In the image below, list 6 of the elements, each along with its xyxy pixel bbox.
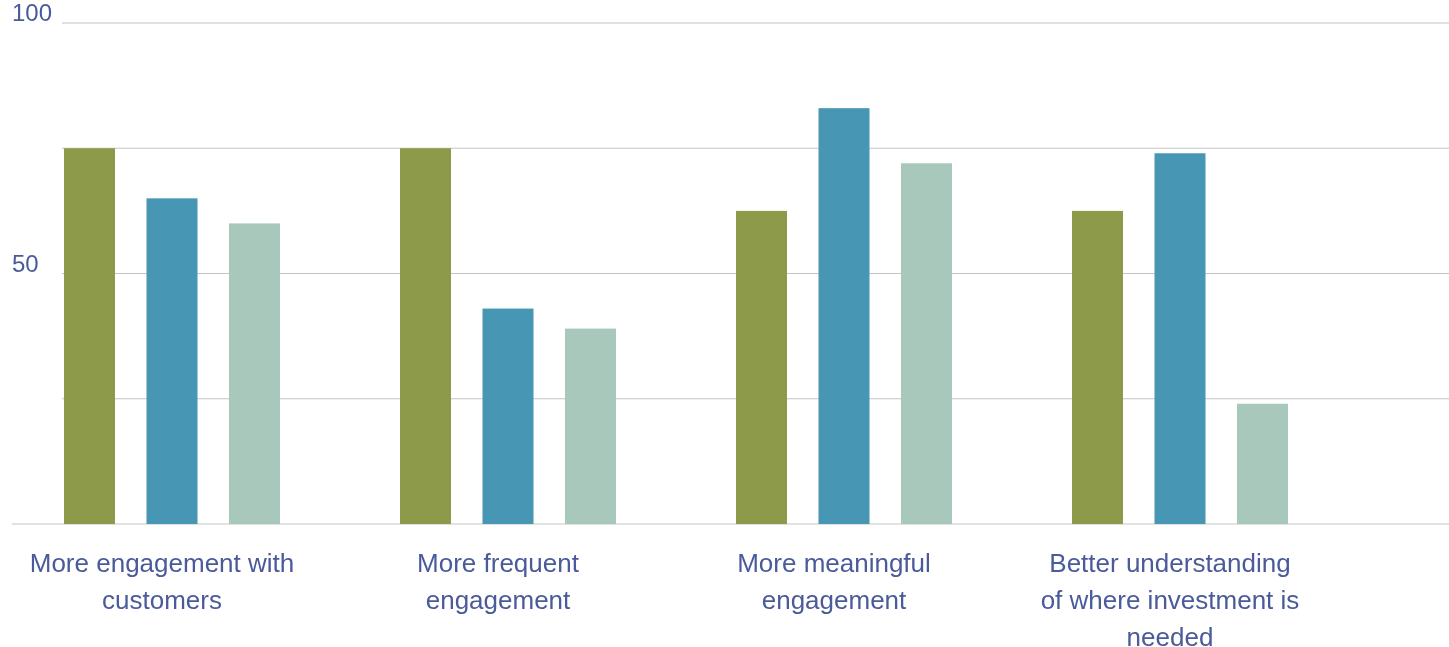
x-tick-label: More frequent engagement — [417, 548, 580, 615]
x-tick-label: Better understanding of where investment is needed — [1040, 548, 1300, 647]
y-tick-label: 100 — [12, 0, 53, 26]
x-tick-label: More engagement with customers — [29, 548, 295, 615]
x-tick-label: More meaningful engagement — [737, 548, 931, 615]
y-tick-label: 50 — [12, 249, 39, 277]
